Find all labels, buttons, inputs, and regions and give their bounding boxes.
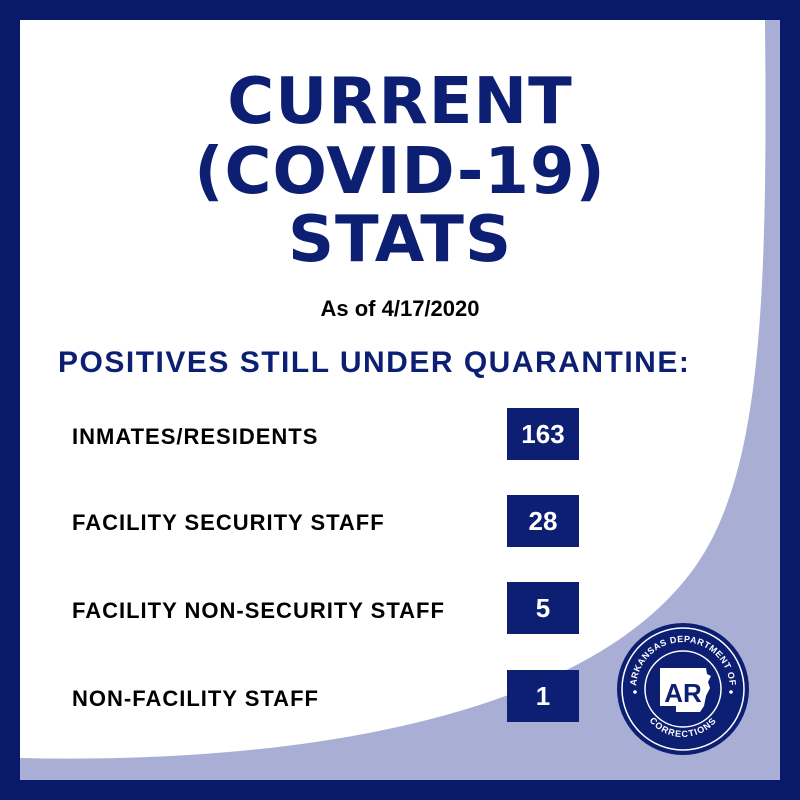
seal-monogram: AR xyxy=(664,678,702,708)
row-value-inmates: 163 xyxy=(507,408,579,460)
row-label-non-facility-staff: NON-FACILITY STAFF xyxy=(72,686,319,711)
department-seal: ARKANSAS DEPARTMENT OF CORRECTIONS AR xyxy=(617,623,749,755)
row-value-non-facility-staff: 1 xyxy=(507,670,579,722)
section-heading: POSITIVES STILL UNDER QUARANTINE: xyxy=(58,346,691,379)
as-of-date: As of 4/17/2020 xyxy=(320,296,480,321)
title-line-2: (COVID-19) xyxy=(194,135,606,209)
row-label-non-security-staff: FACILITY NON-SECURITY STAFF xyxy=(72,598,445,623)
row-label-security-staff: FACILITY SECURITY STAFF xyxy=(72,510,385,535)
row-value-non-security-staff: 5 xyxy=(507,582,579,634)
title-line-1: CURRENT xyxy=(227,65,573,139)
row-label-inmates: INMATES/RESIDENTS xyxy=(72,424,319,449)
title-line-3: STATS xyxy=(287,203,513,277)
row-value-security-staff: 28 xyxy=(507,495,579,547)
